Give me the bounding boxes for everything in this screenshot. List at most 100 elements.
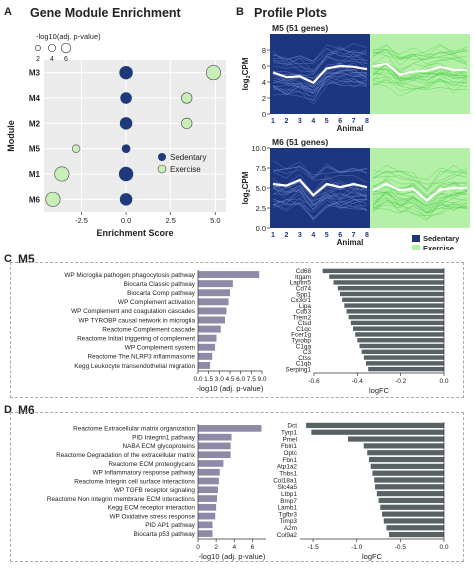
bar-category-label: C1qa bbox=[296, 343, 312, 350]
gene-trace-sedentary bbox=[272, 169, 368, 183]
gene-trace-exercise bbox=[372, 184, 468, 203]
bar-wp-microglia-pathogen-phagocytosis-pathway bbox=[198, 271, 260, 278]
bar-category-label: Reactome The NLRP3 inflammasome bbox=[87, 354, 195, 361]
bar-category-label: Timp3 bbox=[279, 518, 297, 525]
size-legend-label: 2 bbox=[36, 56, 40, 63]
point-sedentary-m4 bbox=[120, 92, 132, 104]
gene-trace-sedentary bbox=[272, 43, 368, 65]
bar-category-label: Tgfbr3 bbox=[279, 511, 298, 518]
x-tick-label-sedentary: 3 bbox=[298, 232, 302, 239]
x-tick-label: 6.0 bbox=[236, 376, 245, 383]
point-exercise-m1 bbox=[54, 166, 70, 182]
x-tick-label: 2.5 bbox=[165, 216, 175, 225]
m6-charts: Reactome Extracellular matrix organizati… bbox=[47, 422, 449, 561]
bar-reactome-complement-cascade bbox=[198, 325, 221, 333]
gene-trace-sedentary bbox=[272, 199, 368, 220]
bar-wp-tgfb-receptor-signaling bbox=[198, 486, 218, 494]
bar-category-label: WP Inflammatory response pathway bbox=[92, 470, 195, 477]
legend-swatch-sedentary bbox=[412, 235, 420, 242]
bar-reactome-integrin-cell-surface-interactions bbox=[198, 477, 219, 485]
bar-category-label: C1qb bbox=[296, 361, 312, 368]
x-tick-label: 9.0 bbox=[257, 376, 266, 383]
bar-c1qb bbox=[366, 361, 444, 366]
panel-b-title: Profile Plots bbox=[254, 6, 327, 20]
gene-trace-exercise bbox=[372, 203, 468, 214]
bar-category-label: WP Complement system bbox=[125, 345, 195, 352]
bar-category-label: Biocarta Comp pathway bbox=[127, 290, 196, 297]
legend-label-sedentary: Sedentary bbox=[423, 234, 460, 243]
gene-trace-sedentary bbox=[272, 78, 368, 101]
panel-b-letter: B bbox=[236, 6, 244, 18]
gene-trace-exercise bbox=[372, 199, 468, 217]
bar-spp1 bbox=[340, 291, 444, 297]
bar-category-label: WP TGFB receptor signaling bbox=[114, 487, 196, 494]
gene-trace-sedentary bbox=[272, 187, 368, 211]
x-tick-label-sedentary: 1 bbox=[271, 118, 275, 125]
y-tick-label: 2 bbox=[262, 94, 266, 103]
gene-trace-exercise bbox=[372, 200, 468, 216]
gene-trace-exercise bbox=[372, 189, 468, 214]
panel-d-frame bbox=[10, 412, 464, 562]
bar-serping1 bbox=[368, 366, 444, 372]
bar-category-label: Reactome Extracellular matrix organizati… bbox=[73, 426, 195, 433]
bar-category-label: C3 bbox=[303, 349, 312, 356]
bar-col9a2 bbox=[389, 531, 444, 538]
x-tick-label-sedentary: 5 bbox=[325, 232, 329, 239]
x-axis-label: -log10 (adj. p-value) bbox=[199, 552, 266, 561]
gene-trace-sedentary bbox=[272, 65, 368, 89]
y-tick-label: M6 bbox=[29, 195, 41, 204]
bar-category-label: Reactome Integrin cell surface interacti… bbox=[74, 478, 195, 485]
gene-trace-sedentary bbox=[272, 183, 368, 207]
bar-reactome-non-integrin-membrane-ecm-interactions bbox=[198, 495, 218, 502]
x-tick-label: 0.0 bbox=[193, 376, 202, 383]
panel-d-letter: D bbox=[4, 404, 12, 416]
y-axis-label: log2CPM bbox=[241, 171, 252, 204]
y-tick-label: 2.5 bbox=[256, 204, 266, 213]
gene-trace-sedentary bbox=[272, 183, 368, 202]
legend-label-exercise: Exercise bbox=[423, 244, 454, 250]
bar-category-label: Thbs1 bbox=[279, 470, 297, 477]
bar-cx3cr1 bbox=[342, 297, 444, 302]
x-tick-label: 4 bbox=[232, 544, 236, 551]
mean-line-exercise bbox=[372, 182, 467, 203]
gene-trace-exercise bbox=[372, 190, 468, 211]
y-axis-label: log2CPM bbox=[241, 57, 252, 90]
x-tick-label-sedentary: 4 bbox=[311, 232, 315, 239]
bar-category-label: Kegg Leukocyte transendothelial migratio… bbox=[74, 363, 195, 370]
bar-category-label: Reactome Complement cascade bbox=[102, 326, 195, 333]
bar-kegg-leukocyte-transendothelial-migration bbox=[198, 362, 211, 369]
x-tick-label: -2.5 bbox=[75, 216, 88, 225]
y-tick-label: M3 bbox=[29, 69, 41, 78]
bar-category-label: Dct bbox=[287, 423, 297, 430]
gene-trace-exercise bbox=[372, 51, 468, 59]
y-tick-label: 0.0 bbox=[256, 224, 266, 233]
gene-trace-exercise bbox=[372, 77, 468, 89]
bar-category-label: WP Oxidative stress response bbox=[110, 513, 196, 520]
gene-trace-exercise bbox=[372, 77, 468, 92]
bar-thbs1 bbox=[372, 470, 444, 476]
x-axis-label: logFC bbox=[369, 386, 390, 395]
legend-swatch-exercise bbox=[412, 245, 420, 250]
bar-category-label: PID AP1 pathway bbox=[145, 522, 196, 529]
x-tick-label: -1.5 bbox=[307, 544, 319, 551]
gene-trace-sedentary bbox=[272, 198, 368, 213]
bar-category-label: WP Complement and coagulation cascades bbox=[71, 308, 195, 315]
x-tick-label: 0.0 bbox=[439, 544, 448, 551]
gene-trace-sedentary bbox=[272, 80, 368, 97]
bar-laptm5 bbox=[333, 280, 444, 285]
bar-category-label: Tyrp1 bbox=[281, 430, 297, 437]
bar-category-label: Optc bbox=[284, 450, 298, 457]
legend-swatch-exercise bbox=[157, 164, 167, 174]
bar-fbln1 bbox=[363, 443, 444, 449]
gene-trace-exercise bbox=[372, 165, 468, 181]
bar-category-label: Itgam bbox=[295, 274, 311, 281]
gene-trace-sedentary bbox=[272, 67, 368, 91]
x-tick-label: 2 bbox=[214, 544, 218, 551]
bar-category-label: Atp1a2 bbox=[277, 464, 298, 471]
bar-ctss bbox=[363, 355, 444, 360]
y-tick-label: 0 bbox=[262, 110, 266, 119]
size-legend-label: 6 bbox=[64, 56, 68, 63]
bar-category-label: Tyrobp bbox=[291, 338, 311, 345]
bar-category-label: Fcer1g bbox=[291, 332, 311, 339]
bar-category-label: Cd53 bbox=[296, 309, 312, 316]
